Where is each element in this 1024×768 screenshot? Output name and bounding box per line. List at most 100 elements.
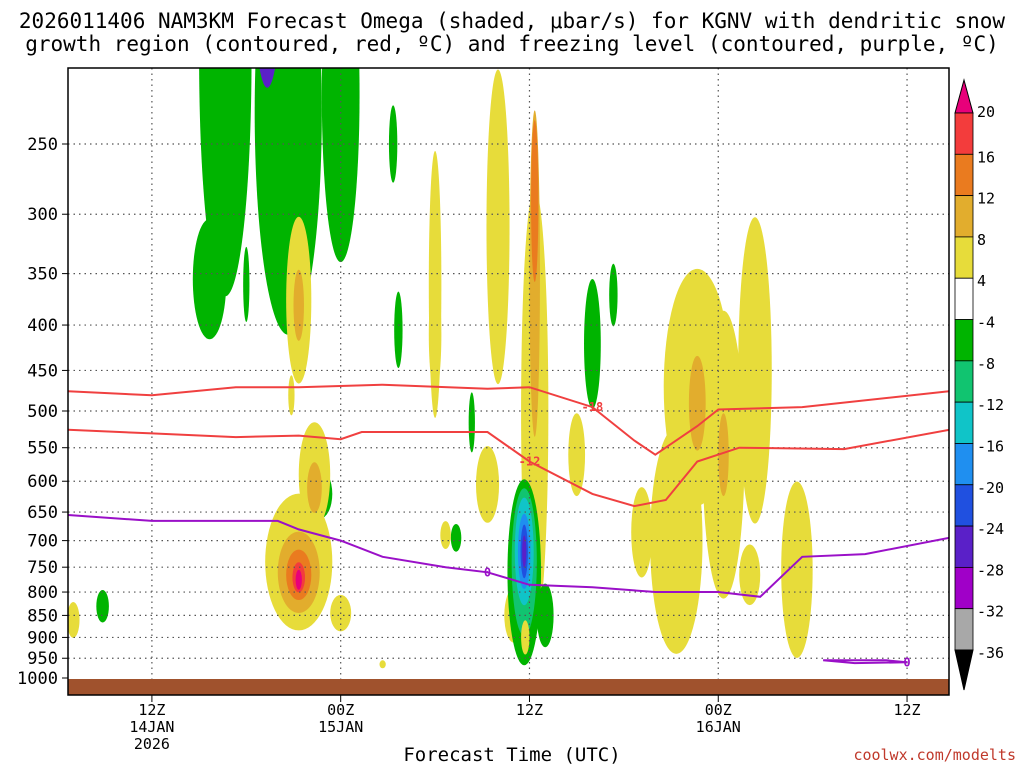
y-tick-label-500: 500	[27, 402, 58, 422]
colorbar-swatch-9	[954, 443, 974, 486]
colorbar-label-7: -12	[977, 396, 1004, 414]
omega-shading	[68, 68, 813, 669]
y-tick-label-700: 700	[27, 532, 58, 552]
colorbar-swatch-12	[954, 566, 974, 610]
chart-title-line-1: 2026011406 NAM3KM Forecast Omega (shaded…	[18, 9, 1006, 33]
omega-region-30	[379, 660, 386, 669]
omega-region-42	[293, 269, 304, 341]
y-tick-label-600: 600	[27, 472, 58, 492]
colorbar-label-0: 20	[977, 103, 995, 121]
contour-label-purple-0: 0	[484, 565, 491, 579]
omega-region-9	[394, 291, 403, 368]
y-tick-label-900: 900	[27, 628, 58, 648]
x-tick-label-4-0: 12Z	[894, 701, 921, 719]
omega-region-29	[440, 521, 451, 550]
y-tick-label-450: 450	[27, 361, 58, 381]
x-tick-label-3-0: 00Z	[705, 701, 732, 719]
x-axis-title: Forecast Time (UTC)	[403, 744, 621, 766]
contour-line-purple-1	[823, 659, 908, 665]
omega-region-21	[428, 150, 442, 418]
contour-label-red-1: -12	[519, 454, 541, 468]
colorbar-swatch-8	[954, 401, 974, 444]
omega-region-35	[739, 544, 761, 606]
y-tick-label-650: 650	[27, 503, 58, 523]
chart-title-line-2: growth region (contoured, red, ºC) and f…	[25, 32, 999, 56]
colorbar-label-3: 8	[977, 231, 986, 249]
colorbar-swatch-6	[954, 319, 974, 362]
x-tick-label-3-1: 16JAN	[696, 718, 741, 736]
y-axis: 2503003504004505005506006507007508008509…	[17, 135, 68, 689]
colorbar-swatch-5	[954, 277, 974, 320]
colorbar-label-5: -4	[977, 314, 995, 332]
x-tick-label-0-1: 14JAN	[129, 718, 174, 736]
contour-line-red-0	[68, 383, 949, 456]
temperature-contours: -18 -12 0 0	[68, 383, 949, 669]
colorbar-swatch-7	[954, 360, 974, 403]
omega-region-22	[486, 69, 510, 385]
omega-region-6	[243, 246, 250, 323]
contour-line-red-1	[68, 428, 949, 508]
colorbar-label-8: -16	[977, 437, 1004, 455]
plot-frame	[67, 67, 950, 696]
omega-region-53	[536, 583, 554, 648]
x-tick-label-1-1: 15JAN	[318, 718, 363, 736]
y-tick-label-850: 850	[27, 606, 58, 626]
omega-region-13	[609, 263, 618, 327]
colorbar-swatch-3	[954, 195, 974, 238]
contour-label-red-0: -18	[582, 400, 604, 414]
omega-region-45	[688, 355, 706, 451]
contour-line-purple-0	[68, 514, 949, 598]
colorbar-swatch-10	[954, 484, 974, 527]
colorbar-label-6: -8	[977, 355, 995, 373]
colorbar-swatch-1	[954, 112, 974, 155]
x-tick-label-0-0: 12Z	[138, 701, 165, 719]
y-tick-label-750: 750	[27, 558, 58, 578]
x-tick-label-2-0: 12Z	[516, 701, 543, 719]
colorbar-label-4: 4	[977, 272, 986, 290]
y-tick-label-400: 400	[27, 316, 58, 336]
y-tick-label-300: 300	[27, 205, 58, 225]
colorbar-label-1: 16	[977, 148, 995, 166]
x-tick-label-1-0: 00Z	[327, 701, 354, 719]
omega-region-11	[96, 589, 109, 623]
colorbar-label-11: -28	[977, 561, 1004, 579]
y-tick-label-950: 950	[27, 649, 58, 669]
omega-region-40	[295, 569, 302, 590]
colorbar-legend: 20 16 12 8 4 -4 -8 -12 -16 -20 -24 -28 -32 -36	[954, 78, 1004, 691]
colorbar-bottom-arrow	[954, 649, 974, 691]
omega-region-4	[192, 218, 227, 340]
omega-region-12	[584, 279, 601, 409]
y-tick-label-550: 550	[27, 439, 58, 459]
omega-region-27	[631, 487, 653, 578]
x-tick-label-0-2: 2026	[134, 735, 170, 753]
omega-region-52	[522, 535, 527, 568]
omega-region-26	[568, 413, 586, 497]
omega-region-41	[307, 462, 322, 513]
omega-region-32	[650, 427, 703, 654]
colorbar-label-13: -36	[977, 644, 1004, 662]
omega-region-14	[468, 392, 475, 453]
colorbar-label-10: -24	[977, 520, 1004, 538]
y-tick-label-350: 350	[27, 265, 58, 285]
colorbar-top-arrow	[954, 78, 974, 114]
y-tick-label-1000: 1000	[17, 669, 58, 689]
colorbar-label-12: -32	[977, 603, 1004, 621]
colorbar-swatch-4	[954, 236, 974, 279]
colorbar-swatch-11	[954, 525, 974, 568]
omega-region-3	[259, 68, 276, 88]
colorbar-label-2: 12	[977, 190, 995, 208]
contour-label-purple-1: 0	[903, 655, 910, 669]
omega-region-18	[288, 375, 295, 416]
omega-region-23	[475, 446, 500, 523]
colorbar-swatch-13	[954, 608, 974, 651]
omega-region-2	[321, 68, 360, 263]
colorbar-label-9: -20	[977, 479, 1004, 497]
omega-region-46	[718, 413, 729, 497]
ground-terrain	[68, 679, 949, 695]
omega-region-44	[531, 120, 539, 283]
y-tick-label-800: 800	[27, 583, 58, 603]
omega-region-10	[450, 523, 462, 552]
omega-region-28	[68, 601, 80, 638]
